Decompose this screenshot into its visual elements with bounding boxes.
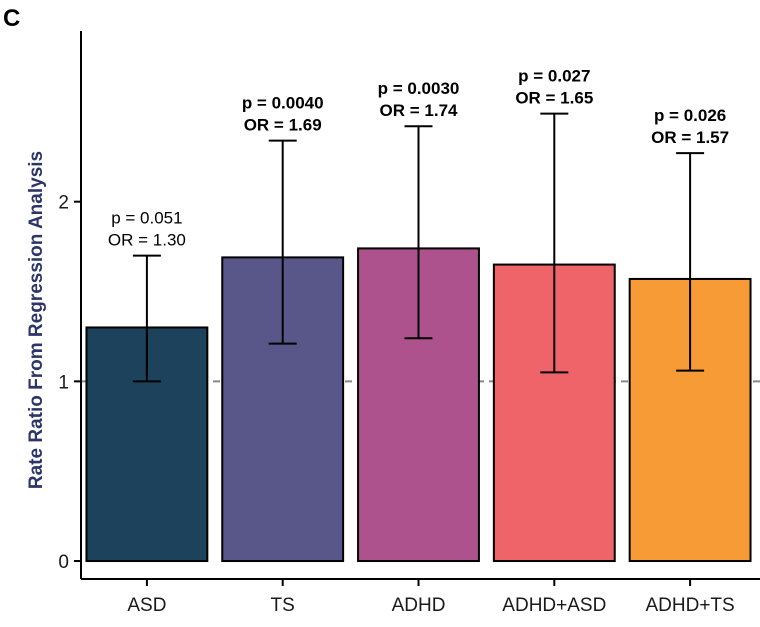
x-tick-label: TS — [271, 595, 295, 616]
y-axis-title: Rate Ratio From Regression Analysis — [26, 151, 47, 489]
odds-ratio-label: OR = 1.30 — [108, 231, 186, 250]
odds-ratio-label: OR = 1.65 — [515, 89, 593, 108]
axes-layer: 0 1 2 ASD TS ADHD ADHD+ASD ADHD+TS — [58, 31, 760, 616]
p-value-label: p = 0.0030 — [378, 79, 460, 98]
y-tick-label: 1 — [58, 372, 69, 393]
panel-label: C — [3, 5, 20, 32]
odds-ratio-label: OR = 1.69 — [244, 116, 322, 135]
p-value-label: p = 0.026 — [654, 106, 726, 125]
error-bars-layer — [132, 112, 705, 383]
odds-ratio-label: OR = 1.74 — [380, 101, 459, 120]
odds-ratio-label: OR = 1.57 — [651, 128, 729, 147]
annotations-layer: p = 0.051 OR = 1.30 p = 0.0040 OR = 1.69 p =… — [108, 67, 729, 250]
p-value-label: p = 0.0040 — [242, 94, 324, 113]
y-tick-label: 0 — [58, 552, 69, 573]
p-value-label: p = 0.027 — [518, 67, 590, 86]
p-value-label: p = 0.051 — [111, 209, 182, 228]
x-tick-label: ADHD+ASD — [502, 595, 606, 616]
y-tick-label: 2 — [58, 193, 69, 214]
x-tick-label: ADHD+TS — [645, 595, 734, 616]
x-tick-label: ASD — [127, 595, 166, 616]
x-tick-label: ADHD — [392, 595, 446, 616]
